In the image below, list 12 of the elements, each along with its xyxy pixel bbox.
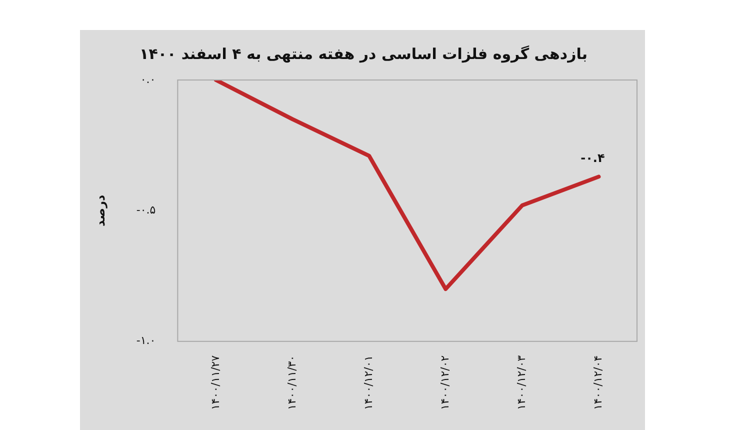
chart-title: بازدهی گروه فلزات اساسی در هفته منتهی به ۴ اسفند ۱۴۰۰ [140,44,588,63]
y-tick-label: ۰.۰ [140,72,156,86]
data-label: -۰.۴ [580,150,605,165]
x-tick-label: ۱۴۰۰/۱۱/۳۰ [285,355,298,410]
x-tick-label: ۱۴۰۰/۱۲/۰۴ [592,355,605,410]
x-tick-label: ۱۴۰۰/۱۲/۰۲ [438,355,452,410]
y-tick-label: -۱.۰ [136,334,156,348]
y-axis-title: درصد [93,194,108,226]
y-tick-label: -۰.۵ [136,204,156,217]
x-tick-label: ۱۴۰۰/۱۲/۰۱ [362,355,375,410]
x-tick-label: ۱۴۰۰/۱۱/۲۷ [208,355,222,410]
x-tick-label: ۱۴۰۰/۱۲/۰۳ [515,355,528,410]
